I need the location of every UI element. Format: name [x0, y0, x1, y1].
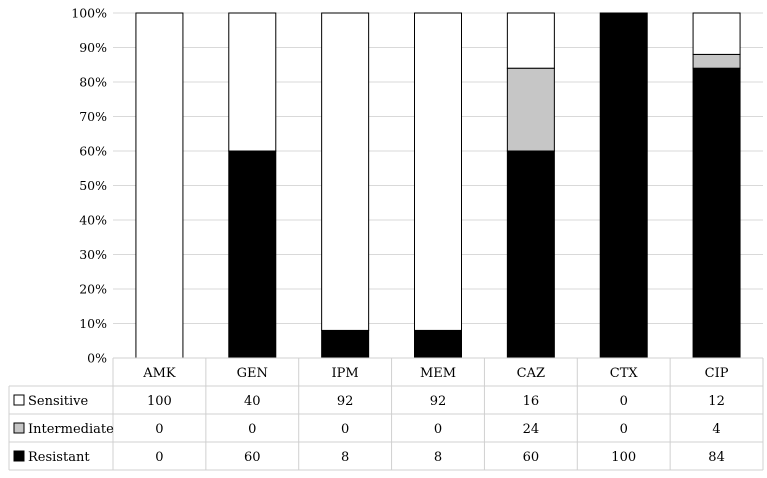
bar-caz-sensitive [506, 12, 555, 69]
bar-cip-resistant [692, 67, 741, 359]
category-label-caz: CAZ [517, 366, 545, 381]
data-label: 0 [620, 422, 628, 437]
data-label: 100 [611, 450, 636, 465]
y-tick-label: 100% [71, 6, 107, 21]
category-label-ctx: CTX [610, 366, 639, 381]
legend-label-intermediate: Intermediate [28, 422, 114, 437]
category-label-mem: MEM [420, 366, 456, 381]
data-label: 0 [155, 450, 163, 465]
data-label: 16 [523, 394, 540, 409]
data-label: 40 [244, 394, 261, 409]
data-label: 60 [244, 450, 261, 465]
data-label: 0 [248, 422, 256, 437]
bar-gen-resistant [228, 150, 277, 359]
bar-amk-sensitive [135, 12, 184, 359]
data-label: 24 [523, 422, 540, 437]
data-label: 92 [430, 394, 447, 409]
y-tick-label: 40% [79, 213, 107, 228]
legend-key-resistant [13, 450, 25, 462]
y-tick-label: 70% [79, 109, 107, 124]
data-label: 4 [712, 422, 720, 437]
data-label: 0 [434, 422, 442, 437]
legend-key-sensitive [13, 394, 25, 406]
bar-ctx-resistant [599, 12, 648, 359]
data-label: 60 [523, 450, 540, 465]
y-tick-label: 30% [79, 247, 107, 262]
category-label-cip: CIP [705, 366, 729, 381]
bar-cip-intermediate [692, 53, 741, 69]
data-label: 8 [341, 450, 349, 465]
data-label: 92 [337, 394, 354, 409]
bar-mem-resistant [414, 329, 462, 359]
y-axis-ticks: 0% 10% 20% 30% 40% 50% 60% 70% 80% 90% 100% [71, 6, 107, 366]
y-tick-label: 90% [79, 40, 107, 55]
bar-gen-sensitive [228, 12, 277, 152]
y-tick-label: 60% [79, 144, 107, 159]
y-tick-label: 20% [79, 282, 107, 297]
bar-cip-sensitive [692, 12, 741, 55]
bar-caz-resistant [506, 150, 555, 359]
category-label-gen: GEN [237, 366, 268, 381]
bar-ipm-sensitive [321, 12, 370, 331]
bar-ipm-resistant [321, 329, 370, 359]
category-label-amk: AMK [142, 366, 176, 381]
y-tick-label: 80% [79, 75, 107, 90]
legend-label-resistant: Resistant [28, 450, 90, 465]
data-label: 84 [708, 450, 725, 465]
bars [135, 12, 741, 359]
y-tick-label: 50% [79, 178, 107, 193]
bar-caz-intermediate [506, 67, 555, 152]
bar-mem-sensitive [414, 12, 462, 331]
category-label-ipm: IPM [332, 366, 359, 381]
y-tick-label: 0% [87, 351, 107, 366]
data-label: 0 [155, 422, 163, 437]
data-label: 100 [147, 394, 172, 409]
legend-label-sensitive: Sensitive [28, 394, 89, 409]
data-label: 8 [434, 450, 442, 465]
y-tick-label: 10% [79, 316, 107, 331]
data-label: 0 [341, 422, 349, 437]
data-label: 12 [708, 394, 725, 409]
legend-key-intermediate [13, 422, 25, 434]
data-label: 0 [620, 394, 628, 409]
